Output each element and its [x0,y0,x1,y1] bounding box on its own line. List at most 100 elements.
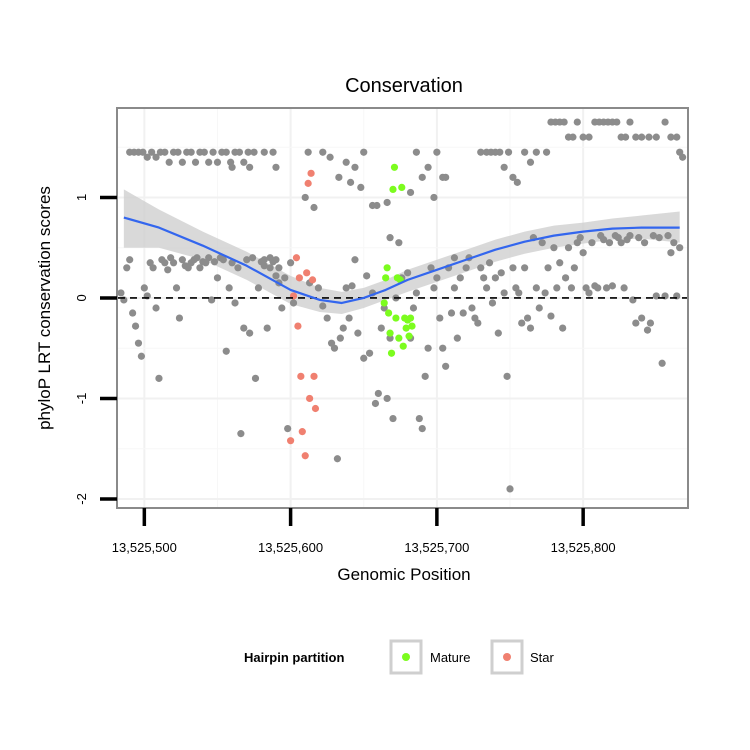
point-other [126,256,134,264]
point-other [491,274,499,282]
point-other [418,425,426,433]
point-star [311,404,320,413]
point-other [260,148,268,156]
point-other [585,289,593,297]
point-star [310,372,318,380]
x-axis-label: Genomic Position [337,565,470,584]
point-other [477,148,485,156]
point-other [272,163,280,171]
legend-item-star: Star [490,639,555,675]
point-other [535,304,543,312]
point-mature [387,349,396,357]
point-other [573,118,581,126]
legend-dot-mature [402,653,410,661]
point-other [336,334,344,342]
point-other [564,244,573,252]
point-other [638,133,646,141]
point-other [588,239,596,247]
point-other [225,284,233,292]
point-other [617,239,625,247]
point-other [219,256,227,264]
point-other [526,158,535,166]
point-other [383,198,391,207]
point-other [658,359,666,367]
point-other [377,324,385,332]
point-other [319,148,327,156]
point-other [287,259,295,267]
point-other [462,264,470,272]
x-tick-label: 13,525,700 [404,540,469,555]
point-other [208,296,216,304]
point-other [314,284,322,292]
point-other [235,148,244,156]
point-other [515,289,523,297]
point-mature [383,264,391,272]
point-other [542,148,551,156]
y-tick-label: -1 [74,393,89,405]
point-other [427,264,435,272]
point-other [424,163,432,171]
point-other [468,304,476,312]
point-other [123,264,131,272]
point-star [295,274,303,282]
point-other [178,158,186,166]
point-other [200,148,208,156]
point-other [553,284,561,292]
point-star [294,322,302,330]
point-other [442,173,450,181]
point-other [579,133,587,141]
point-other [643,326,652,334]
point-other [152,304,160,312]
point-other [248,254,257,262]
point-other [386,234,394,242]
point-star [307,169,315,177]
x-tick-label: 13,525,500 [112,540,177,555]
y-tick-label: -2 [74,493,89,505]
point-star [304,179,312,187]
point-other [243,256,251,264]
point-star [306,394,314,403]
point-other [605,239,614,247]
y-axis: -2 -1 0 1 [74,194,117,505]
point-other [228,163,236,171]
point-other [496,148,504,156]
point-other [532,148,540,156]
point-other [278,304,286,312]
legend-label-star: Star [530,650,555,665]
point-other [231,299,239,307]
point-other [576,234,584,242]
point-other [380,304,388,312]
point-other [477,264,485,272]
point-other [500,289,508,297]
y-axis-label: phyloP LRT conservation scores [35,186,54,430]
point-other [608,282,617,290]
point-other [196,264,204,272]
point-other [409,304,418,312]
point-other [275,264,283,272]
point-other [667,133,675,141]
point-other [439,344,447,352]
point-other [284,425,292,433]
point-other [430,193,438,202]
legend-item-mature: Mature [389,639,470,675]
point-other [175,314,184,322]
point-other [345,314,353,322]
point-other [621,133,630,141]
point-other [645,133,653,141]
point-other [579,249,587,257]
point-other [351,163,359,171]
point-other [640,239,649,247]
point-other [165,158,173,166]
point-other [250,148,258,156]
point-other [664,232,672,240]
point-other [260,262,268,270]
point-other [561,274,570,282]
point-mature [405,332,413,340]
point-mature [392,314,400,322]
point-other [670,239,678,247]
point-other [518,319,526,327]
point-other [649,232,657,240]
point-other [418,173,426,181]
point-other [269,148,277,156]
point-other [222,148,230,156]
